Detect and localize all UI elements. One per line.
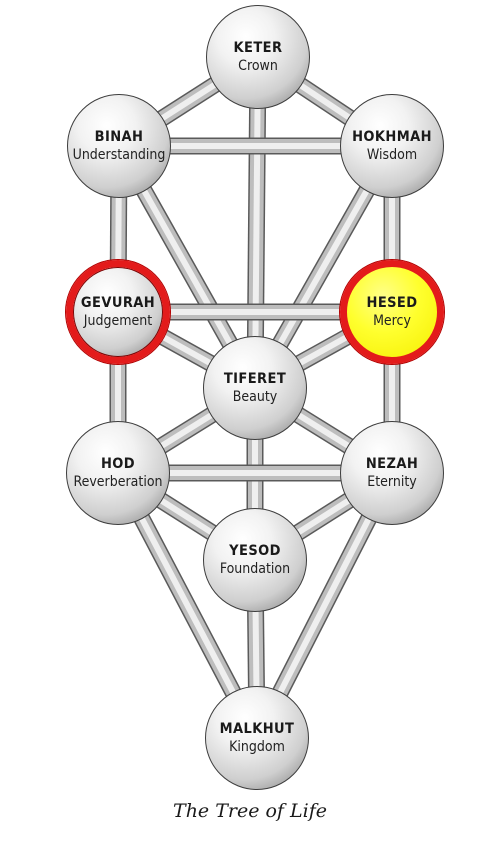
sephirah-yesod: YESOD Foundation: [203, 508, 307, 612]
sephirah-name: HOKHMAH: [352, 129, 432, 145]
sephirah-gevurah: GEVURAH Judgement: [66, 260, 170, 364]
sephirah-name: MALKHUT: [219, 721, 295, 737]
sephirah-meaning: Reverberation: [73, 474, 163, 490]
sephirah-meaning: Beauty: [232, 389, 278, 405]
sephirah-malkhut: MALKHUT Kingdom: [205, 686, 309, 790]
sephirah-hokhmah: HOKHMAH Wisdom: [340, 94, 444, 198]
sephirah-keter: KETER Crown: [206, 5, 310, 109]
sephirah-name: YESOD: [229, 543, 281, 559]
sephirah-nezah: NEZAH Eternity: [340, 421, 444, 525]
sephirah-name: HOD: [100, 456, 136, 472]
sephirah-name: NEZAH: [365, 456, 419, 472]
sephirah-tiferet: TIFERET Beauty: [203, 336, 307, 440]
sephirah-meaning: Judgement: [83, 313, 153, 329]
sephirah-hod: HOD Reverberation: [66, 421, 170, 525]
sephirah-name: GEVURAH: [80, 295, 156, 311]
sephirah-meaning: Understanding: [72, 147, 166, 163]
sephirah-name: KETER: [233, 40, 283, 56]
sephirah-meaning: Wisdom: [366, 147, 418, 163]
sephirah-binah: BINAH Understanding: [67, 94, 171, 198]
sephirah-meaning: Mercy: [373, 313, 411, 329]
sephirah-hesed: HESED Mercy: [340, 260, 444, 364]
path-keter-tiferet: [246, 56, 267, 389]
sephirah-name: TIFERET: [223, 371, 287, 387]
sephirah-meaning: Foundation: [219, 561, 291, 577]
sephirah-meaning: Kingdom: [229, 739, 285, 755]
sephirah-name: HESED: [366, 295, 418, 311]
diagram-caption: The Tree of Life: [173, 800, 327, 822]
sephirah-meaning: Crown: [238, 58, 278, 74]
sephirah-meaning: Eternity: [367, 474, 417, 490]
sephirah-name: BINAH: [94, 129, 144, 145]
